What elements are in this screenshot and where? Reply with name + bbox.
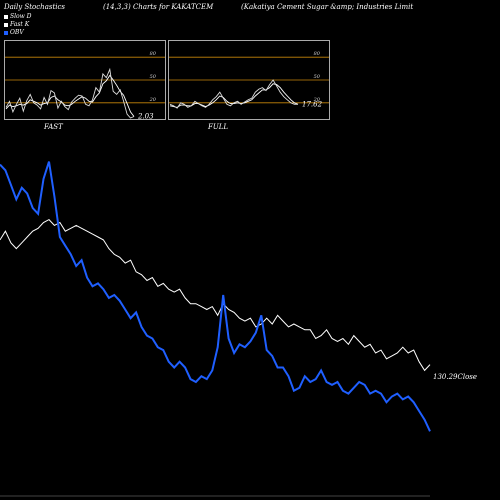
legend-fast-k-label: Fast K (10, 21, 30, 28)
legend-obv: OBV (4, 29, 24, 36)
legend-slow-d-swatch (4, 14, 8, 19)
fast-value-label: 2.03 (137, 112, 154, 120)
legend-slow-d: Slow D (4, 13, 32, 20)
full-fast-k-line (169, 79, 298, 109)
full-level-label-50: 50 (314, 74, 321, 80)
close-price-line (0, 218, 431, 372)
obv-line (0, 161, 431, 432)
full-level-label-20: 20 (313, 97, 321, 103)
full-slow-d-line (169, 83, 299, 108)
close-price-label: 130.29Close (433, 373, 478, 381)
full-value-label: 17.62 (302, 100, 323, 108)
full-level-label-80: 80 (314, 51, 321, 57)
fast-panel-label: FAST (44, 123, 63, 131)
fast-level-label-50: 50 (150, 74, 157, 80)
chart-title-left: Daily Stochastics (4, 3, 66, 11)
legend-fast-k: Fast K (4, 21, 29, 28)
fast-level-label-20: 20 (149, 97, 157, 103)
fast-slow-d-line (5, 74, 135, 117)
full-panel-label: FULL (208, 123, 229, 131)
chart-title-center: (14,3,3) Charts for KAKATCEM (103, 3, 214, 11)
fast-level-label-80: 80 (150, 51, 157, 57)
legend-obv-swatch (4, 30, 8, 35)
fast-stochastic-panel (4, 40, 166, 120)
chart-title-right: (Kakatiya Cement Sugar &amp; Industries … (241, 3, 414, 11)
legend-slow-d-label: Slow D (10, 13, 32, 20)
legend-obv-label: OBV (10, 29, 24, 36)
fast-fast-k-line (5, 67, 135, 119)
legend-fast-k-swatch (4, 22, 8, 27)
full-stochastic-panel (168, 40, 330, 120)
